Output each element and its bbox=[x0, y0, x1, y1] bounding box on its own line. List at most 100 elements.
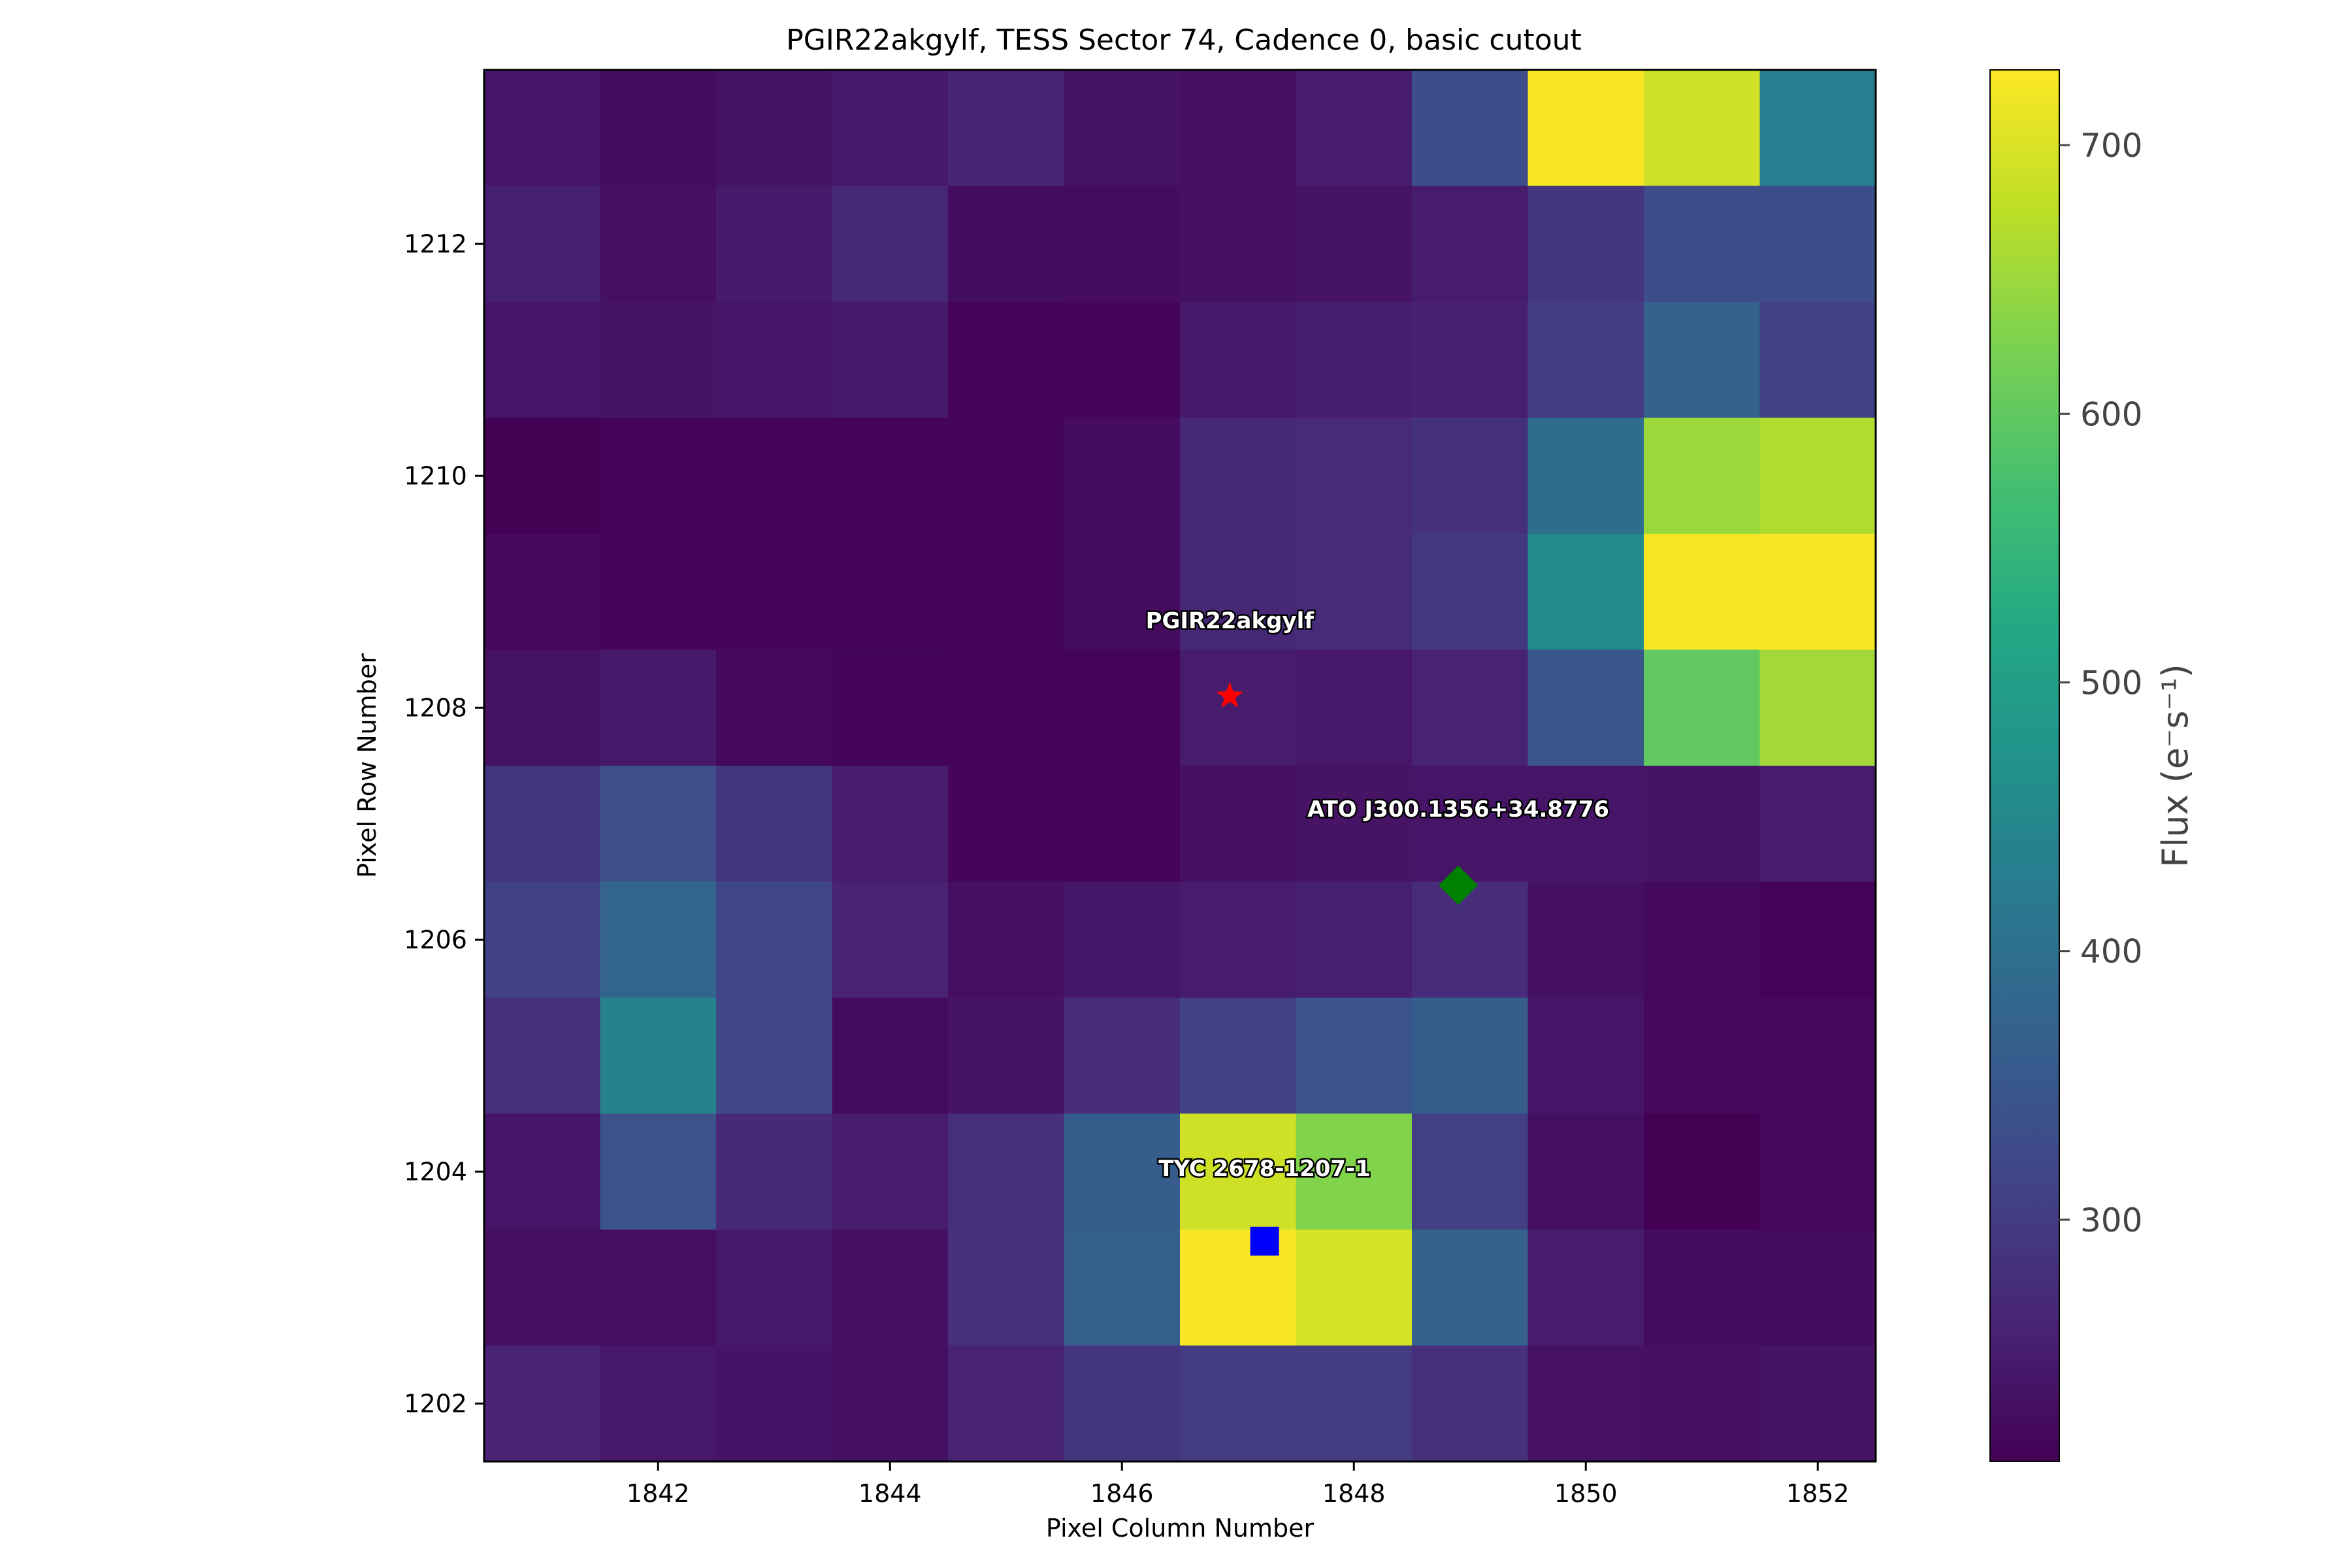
heatmap-cell bbox=[484, 998, 601, 1115]
heatmap-cell bbox=[1412, 417, 1529, 534]
heatmap-cell bbox=[1759, 998, 1876, 1115]
heatmap-cell bbox=[600, 1345, 717, 1462]
x-tick-label: 1852 bbox=[1786, 1479, 1850, 1508]
heatmap-cell bbox=[1527, 1345, 1644, 1462]
heatmap-cell bbox=[716, 1230, 833, 1347]
y-tick-label: 1206 bbox=[404, 925, 467, 954]
heatmap-cell bbox=[1064, 417, 1181, 534]
heatmap-cell bbox=[1527, 881, 1644, 998]
heatmap-cell bbox=[948, 534, 1065, 651]
heatmap-cell bbox=[832, 417, 949, 534]
heatmap-cell bbox=[1180, 1345, 1297, 1462]
heatmap-cell bbox=[948, 881, 1065, 998]
heatmap-cell bbox=[1412, 1230, 1529, 1347]
heatmap-cell bbox=[716, 417, 833, 534]
heatmap-cell bbox=[832, 766, 949, 883]
heatmap-cell bbox=[1064, 186, 1181, 302]
heatmap-cell bbox=[1412, 1113, 1529, 1230]
heatmap-cell bbox=[1527, 649, 1644, 766]
y-tick-label: 1208 bbox=[404, 693, 467, 722]
heatmap-cell bbox=[1412, 302, 1529, 419]
heatmap-cell bbox=[1527, 766, 1644, 883]
heatmap-cell bbox=[1064, 649, 1181, 766]
heatmap-cell bbox=[484, 1230, 601, 1347]
heatmap-cell bbox=[1759, 881, 1876, 998]
colorbar-tick-label: 700 bbox=[2080, 127, 2142, 165]
heatmap-cell bbox=[1064, 1345, 1181, 1462]
heatmap-cell bbox=[948, 302, 1065, 419]
heatmap-cell bbox=[600, 302, 717, 419]
heatmap-cell bbox=[484, 417, 601, 534]
heatmap-cell bbox=[600, 1230, 717, 1347]
colorbar-ticks: 300 400 500 600 700 bbox=[2059, 127, 2142, 1239]
heatmap-cell bbox=[1412, 881, 1529, 998]
heatmap-cell bbox=[600, 417, 717, 534]
heatmap-cell bbox=[600, 1113, 717, 1230]
heatmap-cell bbox=[1759, 1230, 1876, 1347]
heatmap-cell bbox=[1527, 186, 1644, 302]
heatmap-cell bbox=[832, 1230, 949, 1347]
heatmap-cell bbox=[1759, 186, 1876, 302]
heatmap-cell bbox=[484, 1113, 601, 1230]
heatmap-cell bbox=[716, 186, 833, 302]
heatmap-cell bbox=[1412, 998, 1529, 1115]
heatmap-cell bbox=[948, 70, 1065, 187]
colorbar-label: Flux (e⁻s⁻¹) bbox=[2155, 664, 2196, 868]
x-tick-label: 1842 bbox=[627, 1479, 690, 1508]
heatmap-cell bbox=[1180, 1113, 1297, 1230]
heatmap-cell bbox=[1064, 766, 1181, 883]
heatmap-cell bbox=[1180, 302, 1297, 419]
heatmap-cell bbox=[832, 534, 949, 651]
heatmap-cell bbox=[1527, 417, 1644, 534]
heatmap-cell bbox=[484, 186, 601, 302]
heatmap-cell bbox=[1759, 417, 1876, 534]
heatmap-cell bbox=[832, 186, 949, 302]
heatmap-cell bbox=[1296, 766, 1413, 883]
heatmap-cell bbox=[832, 302, 949, 419]
heatmap-cell bbox=[1759, 1113, 1876, 1230]
heatmap-cell bbox=[484, 1345, 601, 1462]
heatmap-cell bbox=[1180, 70, 1297, 187]
y-tick-label: 1202 bbox=[404, 1389, 467, 1418]
heatmap-cell bbox=[484, 881, 601, 998]
heatmap-cell bbox=[1412, 1345, 1529, 1462]
colorbar-tick-label: 300 bbox=[2080, 1201, 2142, 1239]
chart-title: PGIR22akgylf, TESS Sector 74, Cadence 0,… bbox=[786, 24, 1582, 57]
x-tick-label: 1844 bbox=[858, 1479, 922, 1508]
colorbar-label-unit: (e⁻s⁻¹) bbox=[2155, 664, 2196, 783]
x-tick-label: 1846 bbox=[1090, 1479, 1154, 1508]
heatmap-cell bbox=[1296, 417, 1413, 534]
heatmap-cell bbox=[1527, 70, 1644, 187]
heatmap-cell bbox=[1759, 649, 1876, 766]
heatmap-cell bbox=[1180, 417, 1297, 534]
heatmap-cell bbox=[1180, 881, 1297, 998]
heatmap-cell bbox=[716, 998, 833, 1115]
heatmap-cell bbox=[1064, 70, 1181, 187]
heatmap-cell bbox=[716, 766, 833, 883]
heatmap-cell bbox=[1644, 1230, 1761, 1347]
heatmap-cell bbox=[1064, 881, 1181, 998]
colorbar-tick-label: 500 bbox=[2080, 664, 2142, 702]
heatmap-cell bbox=[1064, 998, 1181, 1115]
marker-label: PGIR22akgylf bbox=[1146, 608, 1315, 634]
marker-diamond bbox=[1439, 865, 1478, 905]
heatmap-cell bbox=[832, 881, 949, 998]
heatmap-cell bbox=[948, 186, 1065, 302]
heatmap-cell bbox=[832, 70, 949, 187]
heatmap-cell bbox=[832, 1113, 949, 1230]
heatmap-cell bbox=[1296, 70, 1413, 187]
heatmap-cell bbox=[1296, 534, 1413, 651]
y-tick-label: 1210 bbox=[404, 461, 467, 490]
heatmap-cell bbox=[716, 534, 833, 651]
heatmap-cell bbox=[1759, 302, 1876, 419]
heatmap-cell bbox=[948, 417, 1065, 534]
x-axis-ticks: 1842 1844 1846 1848 1850 1852 bbox=[627, 1462, 1850, 1508]
heatmap-cell bbox=[484, 766, 601, 883]
heatmap-cell bbox=[600, 881, 717, 998]
heatmap-cell bbox=[1759, 1345, 1876, 1462]
source-markers: PGIR22akgylf ATO J300.1356+34.8776 TYC 267… bbox=[1144, 606, 1611, 1256]
heatmap-cell bbox=[1527, 998, 1644, 1115]
heatmap-cell bbox=[1644, 649, 1761, 766]
heatmap-cell bbox=[948, 1113, 1065, 1230]
